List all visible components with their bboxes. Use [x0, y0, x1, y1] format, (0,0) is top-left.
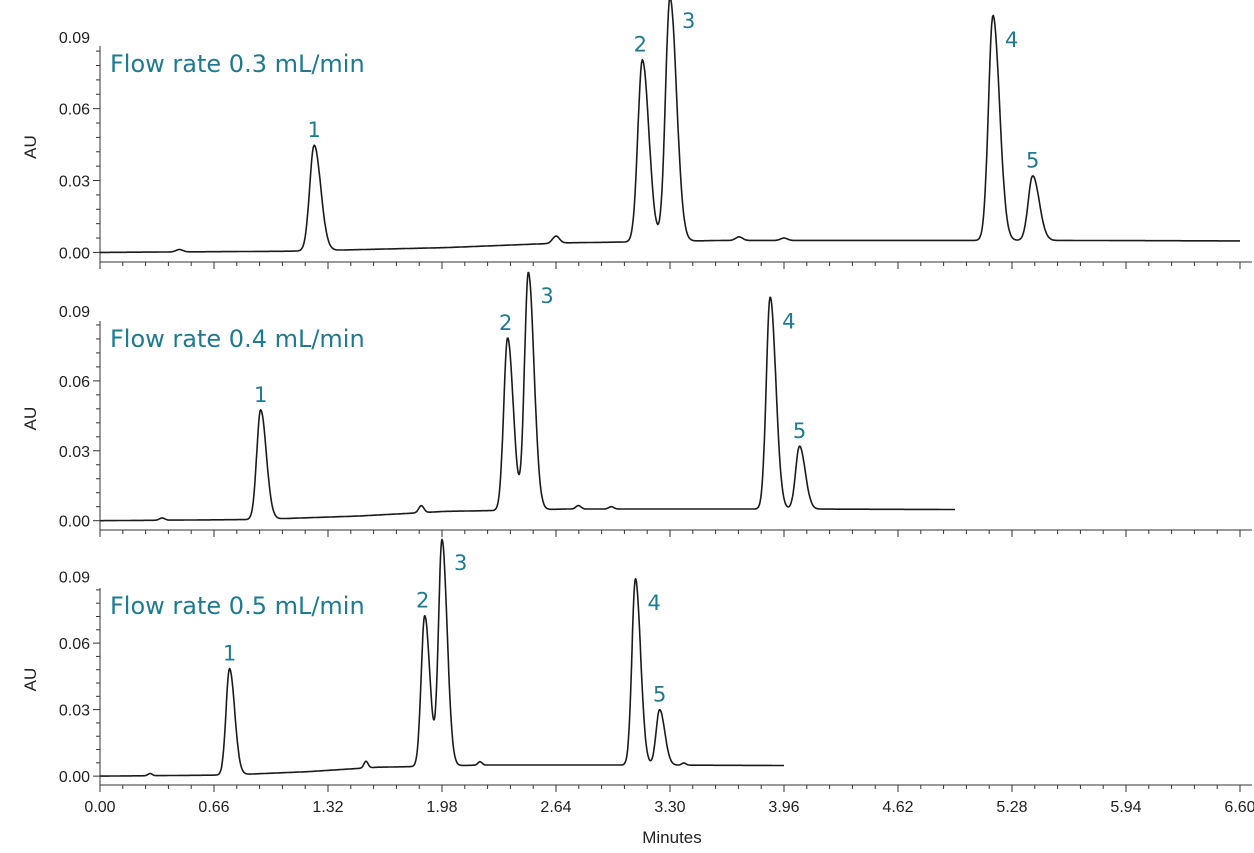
peak-label: 4: [1005, 28, 1018, 52]
x-tick-label: 0.00: [84, 799, 115, 816]
y-axis-label: AU: [21, 668, 40, 692]
peak-label: 5: [1026, 149, 1039, 173]
peak-label: 3: [682, 9, 695, 33]
chromatogram-panel-3: 0.00 0.03 0.06 0.09 AU Flow rate 0.5 mL/min 1 2…: [21, 538, 1252, 792]
y-tick-label: 0.00: [59, 769, 90, 786]
chromatogram-panel-1: 0.00 0.03 0.06 0.09 AU Flow rate 0.3 mL/min 1 2…: [21, 0, 1252, 269]
peak-label: 1: [254, 383, 267, 407]
panel-title: Flow rate 0.5 mL/min: [110, 592, 365, 620]
y-tick-label: 0.06: [59, 102, 90, 119]
y-tick-label: 0.06: [59, 374, 90, 391]
x-tick-label: 1.98: [426, 799, 457, 816]
y-tick-label: 0.00: [59, 514, 90, 531]
peak-label: 2: [416, 589, 429, 613]
peak-label: 1: [223, 642, 236, 666]
panel-title: Flow rate 0.3 mL/min: [110, 50, 365, 78]
peak-label: 1: [307, 118, 320, 142]
x-tick-label: 6.60: [1224, 799, 1254, 816]
y-axis-label: AU: [21, 135, 40, 159]
chromatogram-trace: [100, 0, 1240, 254]
peak-label: 3: [454, 551, 467, 575]
panel-title: Flow rate 0.4 mL/min: [110, 325, 365, 353]
peak-label: 2: [634, 33, 647, 57]
y-tick-label: 0.09: [59, 570, 90, 587]
peak-label: 5: [793, 419, 806, 443]
peak-label: 2: [499, 311, 512, 335]
y-axis-label: AU: [21, 407, 40, 431]
chromatogram-trace: [99, 538, 785, 777]
y-tick-label: 0.09: [59, 304, 90, 321]
x-tick-label: 3.30: [654, 799, 685, 816]
peak-label: 4: [782, 310, 795, 334]
y-tick-label: 0.09: [59, 30, 90, 47]
y-tick-label: 0.03: [59, 703, 90, 720]
peak-label: 5: [653, 683, 666, 707]
x-tick-label: 1.32: [312, 799, 343, 816]
peak-label: 4: [647, 591, 660, 615]
chromatogram-panel-2: 0.00 0.03 0.06 0.09 AU Flow rate 0.4 mL/min 1 2…: [21, 271, 1252, 537]
y-tick-label: 0.03: [59, 444, 90, 461]
x-tick-label: 0.66: [198, 799, 229, 816]
x-tick-label: 2.64: [540, 799, 571, 816]
chromatogram-trace: [99, 271, 956, 522]
y-tick-label: 0.06: [59, 636, 90, 653]
x-tick-label: 3.96: [768, 799, 799, 816]
x-tick-label: 5.94: [1110, 799, 1141, 816]
x-axis-label: Minutes: [642, 828, 702, 847]
y-tick-label: 0.00: [59, 245, 90, 262]
x-tick-label: 5.28: [996, 799, 1027, 816]
x-tick-label: 4.62: [882, 799, 913, 816]
y-tick-label: 0.03: [59, 174, 90, 191]
peak-label: 3: [540, 284, 553, 308]
